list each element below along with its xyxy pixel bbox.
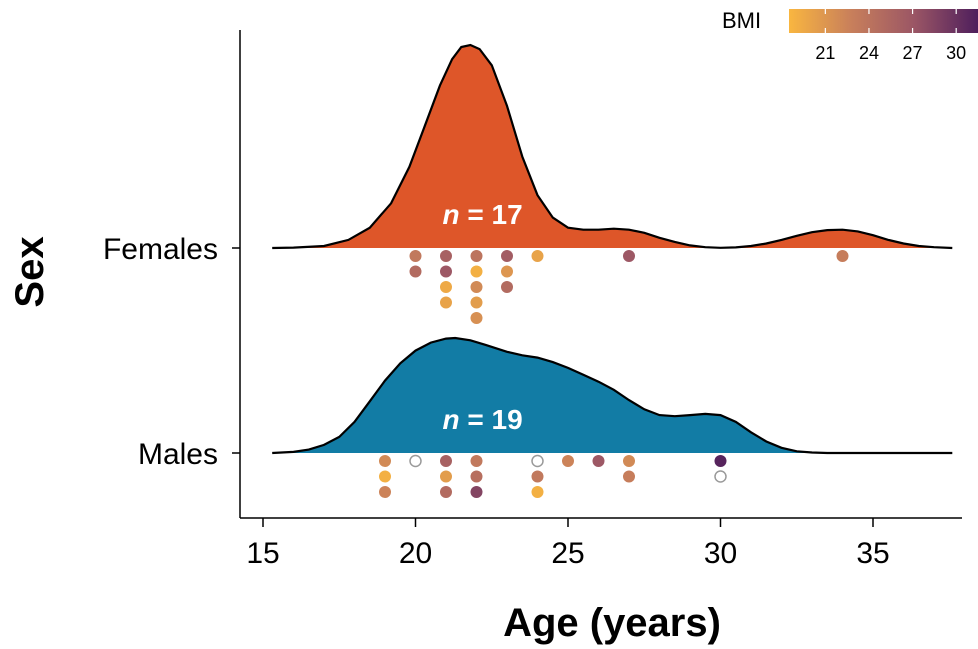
data-point bbox=[440, 486, 452, 498]
data-point bbox=[440, 470, 452, 483]
legend-tick-label: 24 bbox=[859, 43, 879, 63]
x-tick-label: 30 bbox=[704, 537, 737, 570]
y-tick-label: Females bbox=[103, 233, 218, 266]
data-point bbox=[501, 281, 513, 293]
data-point bbox=[470, 281, 483, 293]
data-point bbox=[501, 250, 513, 262]
data-point bbox=[440, 455, 452, 467]
group-females: n = 17 bbox=[272, 43, 953, 324]
data-point-missing-bmi bbox=[409, 454, 422, 468]
density-outline-males bbox=[272, 336, 953, 455]
legend-tick-label: 21 bbox=[815, 43, 835, 63]
data-point bbox=[470, 250, 483, 262]
n-value: = 19 bbox=[460, 404, 523, 435]
data-point bbox=[440, 296, 452, 309]
data-point bbox=[379, 455, 391, 467]
density-females bbox=[272, 45, 953, 248]
data-point bbox=[836, 250, 849, 262]
x-tick-label: 20 bbox=[399, 537, 432, 570]
data-point bbox=[531, 250, 544, 262]
data-point bbox=[501, 265, 513, 278]
legend-ticks: 21 24 27 30 bbox=[815, 9, 966, 63]
data-point bbox=[562, 455, 574, 467]
data-point bbox=[623, 470, 635, 483]
group-males: n = 19 bbox=[272, 336, 953, 498]
x-tick-label: 15 bbox=[246, 537, 279, 570]
data-point bbox=[440, 281, 452, 293]
legend-colorbar bbox=[789, 9, 978, 33]
n-label-males: n = 19 bbox=[443, 404, 523, 435]
data-point bbox=[714, 455, 727, 467]
data-point bbox=[379, 486, 391, 498]
data-point bbox=[592, 455, 605, 467]
x-tick-label: 35 bbox=[856, 537, 889, 570]
data-point bbox=[531, 470, 544, 483]
data-point bbox=[409, 265, 422, 278]
density-outline-females bbox=[272, 43, 953, 250]
plot-area: n = 17n = 19 bbox=[272, 43, 953, 498]
data-point bbox=[440, 265, 452, 278]
data-point bbox=[440, 250, 452, 262]
y-tick-label: Males bbox=[138, 438, 218, 471]
legend-tick-label: 30 bbox=[946, 43, 966, 63]
data-point bbox=[379, 470, 391, 483]
y-axis-title: Sex bbox=[8, 236, 52, 307]
bmi-legend: BMI 21 24 27 30 bbox=[722, 8, 978, 63]
data-point bbox=[470, 312, 483, 324]
data-point bbox=[470, 296, 483, 309]
legend-tick-label: 27 bbox=[903, 43, 923, 63]
data-point bbox=[470, 455, 483, 467]
density-males bbox=[272, 338, 953, 453]
y-ticks: Females Males bbox=[103, 233, 240, 471]
data-point-missing-bmi bbox=[714, 470, 727, 483]
data-point bbox=[409, 250, 422, 262]
n-value: = 17 bbox=[460, 199, 523, 230]
x-ticks: 15 20 25 30 35 bbox=[246, 518, 890, 570]
n-label-females: n = 17 bbox=[443, 199, 523, 230]
data-point bbox=[470, 486, 483, 498]
data-point-missing-bmi bbox=[531, 454, 544, 468]
n-symbol: n bbox=[443, 199, 460, 230]
n-symbol: n bbox=[443, 404, 460, 435]
x-tick-label: 25 bbox=[551, 537, 584, 570]
data-point bbox=[623, 250, 635, 262]
x-axis-title: Age (years) bbox=[503, 601, 721, 645]
data-point bbox=[623, 455, 635, 467]
data-point bbox=[470, 470, 483, 483]
data-point bbox=[470, 265, 483, 278]
legend-title: BMI bbox=[722, 8, 761, 33]
data-point bbox=[531, 486, 544, 498]
